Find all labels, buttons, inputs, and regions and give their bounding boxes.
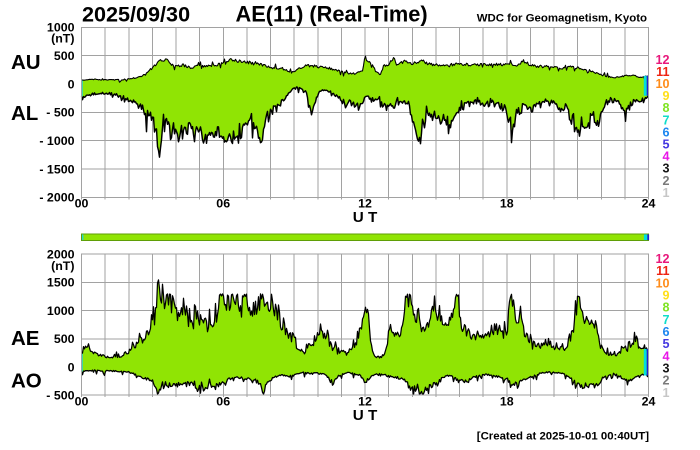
svg-text:AO: AO (11, 369, 42, 392)
svg-text:500: 500 (54, 49, 75, 63)
svg-text:1: 1 (662, 186, 669, 200)
svg-text:5: 5 (662, 337, 669, 351)
svg-text:5: 5 (662, 138, 669, 152)
svg-text:500: 500 (54, 332, 75, 346)
svg-text:- 2000: - 2000 (39, 191, 74, 205)
svg-text:18: 18 (500, 395, 514, 409)
svg-text:2025/09/30: 2025/09/30 (82, 2, 190, 27)
svg-text:12: 12 (655, 53, 669, 67)
svg-text:[Created at 2025-10-01 00:40UT: [Created at 2025-10-01 00:40UT] (477, 431, 649, 443)
svg-text:1500: 1500 (47, 276, 75, 290)
svg-text:11: 11 (656, 264, 669, 278)
svg-text:9: 9 (662, 289, 669, 303)
svg-text:- 500: - 500 (46, 389, 74, 403)
svg-text:U T: U T (353, 407, 378, 424)
svg-text:6: 6 (662, 125, 669, 139)
svg-text:10: 10 (655, 276, 669, 290)
svg-text:06: 06 (216, 395, 230, 409)
svg-text:2: 2 (662, 374, 669, 388)
svg-text:8: 8 (662, 101, 669, 115)
svg-text:- 500: - 500 (46, 106, 74, 120)
svg-text:2: 2 (662, 174, 669, 188)
svg-text:(nT): (nT) (51, 259, 74, 273)
svg-text:- 1500: - 1500 (39, 162, 74, 176)
svg-text:7: 7 (662, 313, 669, 327)
svg-text:00: 00 (75, 395, 89, 409)
svg-text:12: 12 (655, 252, 669, 266)
svg-text:18: 18 (500, 197, 514, 211)
svg-text:(nT): (nT) (51, 32, 74, 46)
svg-text:10: 10 (655, 77, 669, 91)
svg-text:4: 4 (662, 150, 669, 164)
svg-text:12: 12 (358, 395, 372, 409)
svg-text:AE: AE (11, 327, 39, 350)
svg-text:24: 24 (642, 395, 656, 409)
svg-text:AL: AL (11, 102, 38, 125)
svg-text:AE(11) (Real-Time): AE(11) (Real-Time) (236, 2, 428, 27)
svg-text:12: 12 (358, 197, 372, 211)
svg-text:6: 6 (662, 325, 669, 339)
svg-text:- 1000: - 1000 (39, 134, 74, 148)
svg-text:06: 06 (216, 197, 230, 211)
svg-text:00: 00 (75, 197, 89, 211)
svg-text:24: 24 (642, 197, 656, 211)
svg-text:11: 11 (656, 65, 669, 79)
svg-text:1000: 1000 (47, 21, 75, 35)
svg-text:4: 4 (662, 349, 669, 363)
svg-text:AU: AU (11, 51, 41, 74)
svg-text:0: 0 (68, 77, 75, 91)
svg-text:7: 7 (662, 113, 669, 127)
svg-text:1: 1 (662, 386, 669, 400)
svg-text:2000: 2000 (47, 248, 75, 262)
svg-text:8: 8 (662, 301, 669, 315)
svg-text:U T: U T (353, 209, 378, 226)
svg-text:9: 9 (662, 89, 669, 103)
svg-text:1000: 1000 (47, 304, 75, 318)
svg-text:3: 3 (662, 162, 669, 176)
svg-text:0: 0 (68, 360, 75, 374)
svg-text:3: 3 (662, 362, 669, 376)
svg-text:WDC for Geomagnetism, Kyoto: WDC for Geomagnetism, Kyoto (477, 12, 647, 24)
